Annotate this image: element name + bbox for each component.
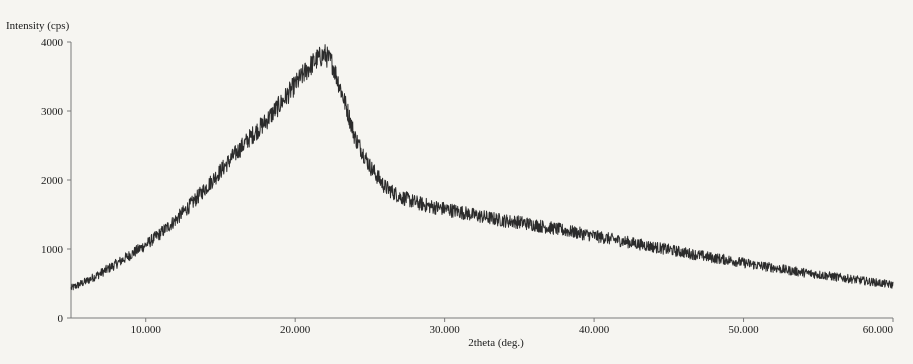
y-tick-label: 4000: [41, 37, 64, 49]
x-tick-label: 10.000: [131, 324, 162, 336]
y-tick-label: 1000: [41, 244, 64, 256]
x-axis-title: 2theta (deg.): [468, 337, 524, 349]
y-tick-label: 3000: [41, 106, 64, 118]
y-tick-label: 2000: [41, 175, 64, 187]
y-tick-label: 0: [58, 313, 64, 325]
y-ticks-group: 0 1000 2000 3000 4000: [41, 37, 71, 325]
x-tick-label: 30.000: [430, 324, 461, 336]
series-line: [70, 44, 894, 291]
x-ticks-group: 10.000 20.000 30.000 40.000 50.000 60.000: [131, 318, 894, 336]
y-axis-title: Intensity (cps): [6, 20, 70, 32]
x-tick-label: 20.000: [280, 324, 311, 336]
x-tick-label: 60.000: [863, 324, 894, 336]
x-tick-label: 50.000: [728, 324, 759, 336]
x-tick-label: 40.000: [579, 324, 610, 336]
